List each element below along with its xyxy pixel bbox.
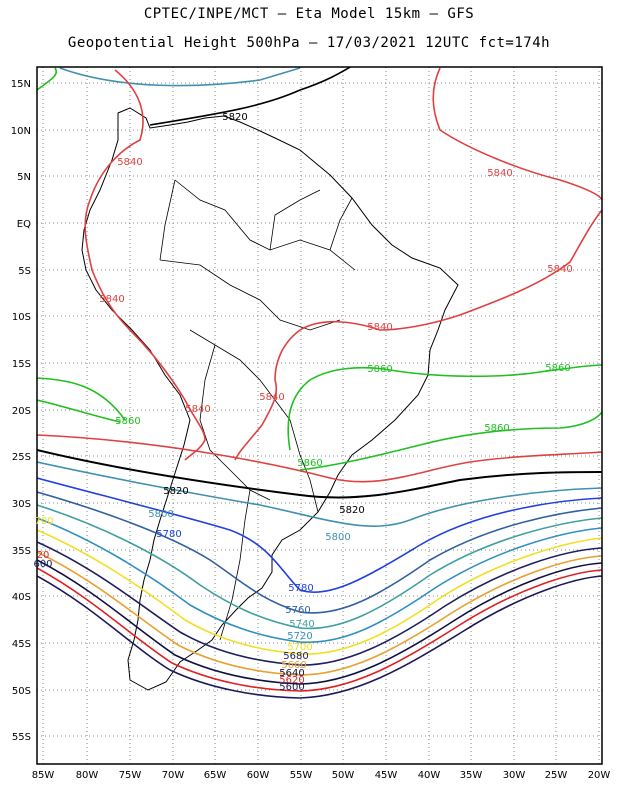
lon-tick-label: 55W [290,770,313,781]
lat-tick-label: 25S [12,452,31,463]
contour-label-5660: 5660 [281,660,306,671]
contour-5860-nw [37,67,57,91]
contour-label-5860: 5860 [484,423,509,434]
contour-label-5620: 5620 [279,675,304,686]
lon-tick-label: 30W [503,770,526,781]
contour-label-5780: 5780 [288,583,313,594]
contour-5660-main [37,551,602,676]
contour-label-5680: 5680 [283,651,308,662]
lat-tick-label: 30S [12,499,31,510]
contour-label-5860: 5860 [115,416,140,427]
lon-tick-label: 40W [418,770,441,781]
contour-label-5860: 5860 [367,364,392,375]
contour-labels: 5820 5840 5840 5840 5840 5840 5840 5860 5860 5860… [33,112,572,693]
contour-5680-main [37,541,602,666]
contour-5820-north [149,67,352,126]
contour-label-5620: 20 [37,550,50,561]
contour-5800-north [59,67,301,87]
map-title-line2: Geopotential Height 500hPa – 17/03/2021 … [67,35,551,51]
contour-label-5860: 5860 [297,458,322,469]
contour-5840-south [37,434,602,483]
contour-label-5840: 5840 [547,264,572,275]
contour-label-5840: 5840 [367,322,392,333]
lat-tick-label: 55S [12,732,31,743]
lat-tick-label: 50S [12,686,31,697]
contour-label-5600: 600 [33,559,52,570]
contour-5600-main [37,575,602,699]
lat-tick-label: 5N [17,172,31,183]
lat-tick-label: EQ [17,219,31,230]
contour-label-5820: 5820 [222,112,247,123]
contour-label-5840: 5840 [117,157,142,168]
lat-tick-label: 5S [18,266,31,277]
lat-tick-label: 45S [12,639,31,650]
lat-tick-label: 15S [12,359,31,370]
contour-5860-a [37,377,126,421]
lon-tick-label: 60W [247,770,270,781]
contour-label-5820: 5820 [339,505,364,516]
contour-5820-main [37,449,602,499]
latitude-labels: 15N 10N 5N EQ 5S 10S 15S 20S 25S 30S 35S 40S 45S 50S 5… [11,79,31,743]
contour-label-5800: 5800 [148,509,173,520]
contour-label-5760: 5760 [285,605,310,616]
lat-tick-label: 40S [12,592,31,603]
lat-tick-label: 15N [11,79,31,90]
lat-tick-label: 10S [12,312,31,323]
contour-label-5800: 5800 [325,532,350,543]
contour-5620-main [37,567,602,692]
contour-5840-north-2 [432,67,602,201]
contour-5700-main [37,529,602,655]
lon-tick-label: 50W [332,770,355,781]
lon-tick-label: 85W [32,770,55,781]
contour-5780-main [37,477,602,594]
country-borders [159,179,356,641]
lon-tick-label: 20W [588,770,611,781]
contour-5760-main [37,491,602,614]
lon-tick-label: 25W [545,770,568,781]
contour-label-5640: 5640 [279,668,304,679]
lon-tick-label: 75W [119,770,142,781]
contour-label-5840: 5840 [487,168,512,179]
lon-tick-label: 80W [76,770,99,781]
contour-label-5780: 5780 [156,529,181,540]
longitude-labels: 85W 80W 75W 70W 65W 60W 55W 50W 45W 40W 35W 30W 25W 2… [32,770,611,781]
lat-tick-label: 10N [11,126,31,137]
contour-5860-d [299,411,602,471]
contour-5860-b [37,399,121,423]
lon-tick-label: 65W [204,770,227,781]
contour-label-5860: 5860 [545,363,570,374]
continent-outline [81,107,459,691]
contour-5840-north-1 [84,69,206,461]
contour-5840-east [234,209,602,461]
contour-5860-c [287,364,602,451]
lat-tick-label: 35S [12,546,31,557]
contour-label-5700: 700 [34,516,53,527]
lon-tick-label: 45W [375,770,398,781]
contour-label-5840: 5840 [99,294,124,305]
lon-tick-label: 35W [460,770,483,781]
lon-tick-label: 70W [162,770,185,781]
map-title-line1: CPTEC/INPE/MCT – Eta Model 15km – GFS [143,6,475,22]
contour-label-5700: 5700 [287,642,312,653]
contour-label-5740: 5740 [289,619,314,630]
contour-label-5600: 5600 [279,682,304,693]
lat-tick-label: 20S [12,406,31,417]
contour-label-5840: 5840 [259,392,284,403]
contour-label-5840: 5840 [185,404,210,415]
contour-5720-main [37,517,602,644]
lat-lon-grid [37,67,602,764]
contour-5740-main [37,504,602,630]
contour-5800-main [37,461,602,527]
contour-5640-main [37,559,602,685]
contour-label-5820: 5820 [163,486,188,497]
map-frame [36,66,603,765]
contour-label-5720: 5720 [287,631,312,642]
